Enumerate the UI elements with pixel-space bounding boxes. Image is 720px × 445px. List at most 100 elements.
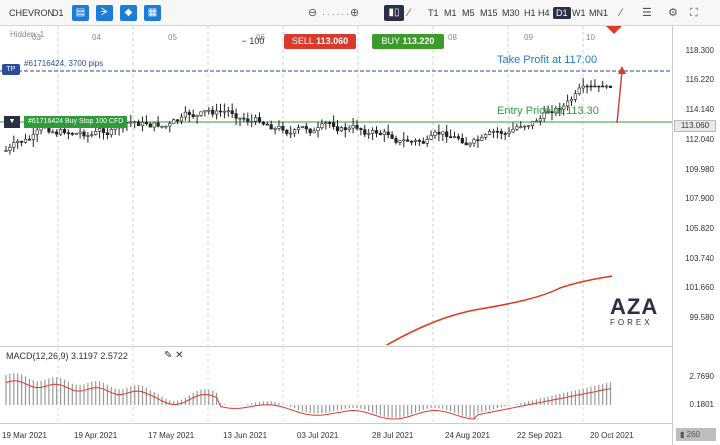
candle-body (374, 130, 379, 134)
candle-body (300, 126, 305, 129)
candle-body (565, 100, 570, 107)
date-tick: 17 May 2021 (148, 431, 195, 440)
tf-M1[interactable]: M1 (444, 8, 457, 18)
candle-body (133, 121, 137, 124)
candle-body (417, 139, 422, 142)
candle-body (464, 142, 468, 146)
tf-H1[interactable]: H1 (524, 8, 536, 18)
candle-body (546, 111, 550, 113)
candle-body (109, 129, 113, 136)
candle-body (324, 122, 328, 124)
price-tick: 107.900 (685, 194, 714, 203)
close-icon[interactable]: ✕ (175, 350, 184, 361)
date-tick: 13 Jun 2021 (223, 431, 268, 440)
candle-body (335, 126, 340, 132)
order-badge[interactable]: #61716424 Buy Stop 100 CFD (24, 116, 128, 128)
candle-body (581, 85, 585, 89)
zoom-in-icon[interactable]: ⊕ (350, 7, 360, 19)
candle-body (140, 121, 145, 126)
zoom-dots[interactable]: · · · · · · (322, 10, 350, 19)
tf-M30[interactable]: M30 (502, 8, 520, 18)
candle-body (98, 128, 102, 132)
candle-body (215, 110, 219, 115)
candle-body (495, 130, 500, 133)
date-axis: 19 Mar 2021 19 Apr 2021 17 May 2021 13 J… (0, 423, 672, 445)
candle-body (347, 127, 351, 131)
candle-body (304, 126, 308, 130)
tf-H4[interactable]: H4 (538, 8, 550, 18)
candle-body (460, 137, 464, 144)
tf-D1[interactable]: D1 (553, 7, 571, 19)
candle-body (593, 85, 597, 88)
tp-order-label: #61716424, 3700 pips (24, 59, 104, 68)
price-tick: 112.040 (685, 135, 714, 144)
candle-body (538, 118, 542, 122)
fullscreen-icon[interactable]: ⛶ (690, 7, 698, 19)
symbol-label[interactable]: CHEVRON (9, 8, 55, 18)
line-chart-icon[interactable]: ⁄ (408, 7, 410, 19)
macd-signal-line (5, 380, 611, 420)
candle-body (476, 139, 480, 141)
date-tick: 28 Jul 2021 (372, 431, 414, 440)
edit-icon[interactable]: ✎ (164, 350, 173, 361)
candle-body (491, 130, 496, 133)
tp-arrow-head (618, 66, 626, 74)
candle-body (390, 134, 394, 139)
candle-body (487, 131, 492, 135)
sell-button[interactable]: SELL 113.060 (284, 34, 356, 49)
candle-body (273, 128, 277, 130)
candle-body (437, 131, 441, 135)
zoom-out-icon[interactable]: ⊖ (308, 7, 318, 19)
candle-body (230, 110, 234, 114)
scroll-indicator[interactable]: ▮ 260 (676, 428, 716, 441)
candle-body (16, 140, 20, 143)
drawing-icon[interactable]: ◆ (120, 5, 137, 21)
menu-icon[interactable]: ☰ (642, 7, 652, 19)
candle-body (4, 150, 8, 152)
tp-badge[interactable]: TP (2, 64, 20, 75)
toolbar: CHEVRON D1 ▤ ᗒ ◆ ▦ ⊖ · · · · · · ⊕ ▮▯ ⁄ … (0, 0, 720, 26)
candle-body (468, 142, 472, 146)
candle-body (608, 85, 613, 88)
candle-body (530, 121, 535, 127)
date-tick: 19 Mar 2021 (2, 431, 47, 440)
candle-body (55, 131, 59, 135)
candle-body (27, 138, 32, 141)
azaforex-logo: AZA FOREX (610, 294, 659, 328)
candle-body (452, 136, 457, 139)
tf-M5[interactable]: M5 (462, 8, 475, 18)
candle-body (62, 129, 67, 134)
crosshair-icon[interactable]: ⁄ (620, 7, 622, 19)
candle-body (8, 147, 12, 151)
candlestick-icon[interactable]: ▮▯ (384, 5, 404, 21)
candle-body (484, 134, 488, 138)
price-chart[interactable] (0, 26, 672, 345)
candle-body (285, 129, 289, 134)
layout-icon[interactable]: ▦ (144, 5, 161, 21)
candle-body (70, 133, 74, 135)
tf-T1[interactable]: T1 (428, 8, 439, 18)
buy-button[interactable]: BUY 113.220 (372, 34, 444, 49)
candle-body (519, 126, 523, 128)
candle-body (456, 136, 461, 139)
chart-type-icon[interactable]: ▤ (72, 5, 89, 21)
candle-body (51, 131, 55, 134)
candle-body (12, 142, 16, 148)
candle-body (148, 123, 152, 128)
order-collapse-icon[interactable]: ▼ (4, 116, 20, 128)
candle-body (577, 87, 581, 94)
date-tick: 20 Oct 2021 (590, 431, 634, 440)
candle-body (164, 125, 168, 128)
indicators-icon[interactable]: ᗒ (96, 5, 113, 21)
tf-W1[interactable]: W1 (572, 8, 586, 18)
macd-chart[interactable] (0, 346, 672, 423)
candle-body (534, 120, 538, 123)
tf-M15[interactable]: M15 (480, 8, 498, 18)
timeframe-label[interactable]: D1 (52, 8, 64, 18)
settings-icon[interactable]: ⚙ (668, 7, 678, 19)
candle-body (503, 133, 507, 135)
lot-input[interactable]: − 100 (241, 36, 265, 46)
tf-MN1[interactable]: MN1 (589, 8, 609, 18)
top-label-09: 09 (524, 33, 533, 42)
candle-body (176, 119, 180, 122)
